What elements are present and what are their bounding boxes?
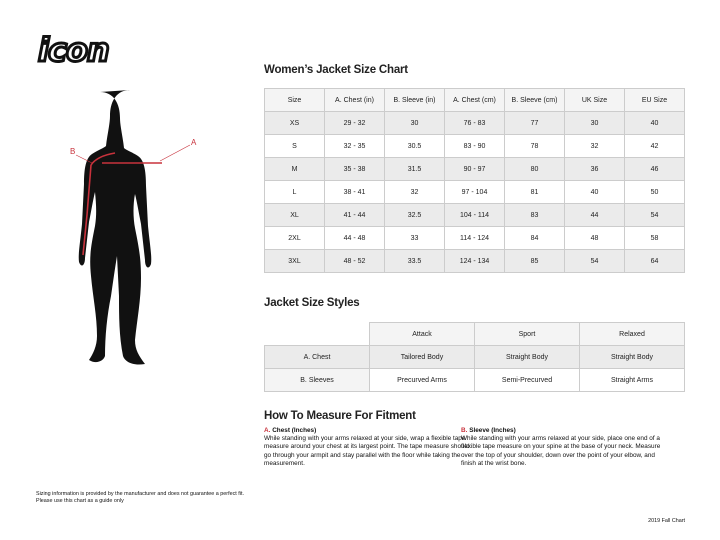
table-cell: 44 - 48 xyxy=(324,226,385,250)
table-row: A. Chest Tailored Body Straight Body Straig… xyxy=(264,345,685,369)
size-chart-table: Size A. Chest (in) B. Sleeve (in) A. Chest … xyxy=(264,88,685,273)
body-silhouette-figure: B A xyxy=(70,90,197,365)
row-label: A. Chest xyxy=(264,345,370,369)
table-cell: 81 xyxy=(504,180,565,204)
table-cell: 83 xyxy=(504,203,565,227)
table-cell: 36 xyxy=(564,157,625,181)
table-cell: 77 xyxy=(504,111,565,135)
column-header: A. Chest (in) xyxy=(324,88,385,112)
chest-instructions: A. Chest (Inches) While standing with yo… xyxy=(264,427,470,467)
table-cell: Semi-Precurved xyxy=(474,368,580,392)
table-cell: 76 - 83 xyxy=(444,111,505,135)
column-header: Size xyxy=(264,88,325,112)
table-row: 2XL 44 - 48 33 114 - 124 84 48 58 xyxy=(264,226,685,250)
table-cell: Tailored Body xyxy=(369,345,475,369)
table-cell: 104 - 114 xyxy=(444,203,505,227)
table-cell: M xyxy=(264,157,325,181)
table-cell: 58 xyxy=(624,226,685,250)
table-cell: 114 - 124 xyxy=(444,226,505,250)
table-cell: 48 xyxy=(564,226,625,250)
table-cell: 33.5 xyxy=(384,249,445,273)
measure-title: How To Measure For Fitment xyxy=(264,410,416,422)
table-cell: 35 - 38 xyxy=(324,157,385,181)
table-cell: Straight Body xyxy=(579,345,685,369)
label-b: B xyxy=(70,147,75,156)
table-cell: 83 - 90 xyxy=(444,134,505,158)
table-cell: 64 xyxy=(624,249,685,273)
table-cell: 46 xyxy=(624,157,685,181)
table-cell: 38 - 41 xyxy=(324,180,385,204)
table-cell: 3XL xyxy=(264,249,325,273)
table-cell: 42 xyxy=(624,134,685,158)
table-cell: 80 xyxy=(504,157,565,181)
table-cell: 32 xyxy=(384,180,445,204)
table-cell: S xyxy=(264,134,325,158)
table-cell: 78 xyxy=(504,134,565,158)
table-cell: 97 - 104 xyxy=(444,180,505,204)
row-label: B. Sleeves xyxy=(264,368,370,392)
table-row: L 38 - 41 32 97 - 104 81 40 50 xyxy=(264,180,685,204)
table-row: XS 29 - 32 30 76 - 83 77 30 40 xyxy=(264,111,685,135)
table-cell: Straight Body xyxy=(474,345,580,369)
table-cell: 2XL xyxy=(264,226,325,250)
table-cell: L xyxy=(264,180,325,204)
table-cell: Precurved Arms xyxy=(369,368,475,392)
column-header: B. Sleeve (cm) xyxy=(504,88,565,112)
table-cell: 41 - 44 xyxy=(324,203,385,227)
table-cell: 50 xyxy=(624,180,685,204)
table-row: M 35 - 38 31.5 90 - 97 80 36 46 xyxy=(264,157,685,181)
style-header: Sport xyxy=(474,322,580,346)
style-header: Relaxed xyxy=(579,322,685,346)
table-row: XL 41 - 44 32.5 104 - 114 83 44 54 xyxy=(264,203,685,227)
table-cell: 124 - 134 xyxy=(444,249,505,273)
table-cell: Straight Arms xyxy=(579,368,685,392)
svg-text:icon: icon xyxy=(38,34,109,66)
table-cell: 54 xyxy=(564,249,625,273)
label-a: A xyxy=(191,138,197,147)
blank-cell xyxy=(265,323,370,346)
table-row: S 32 - 35 30.5 83 - 90 78 32 42 xyxy=(264,134,685,158)
table-row: B. Sleeves Precurved Arms Semi-Precurved St… xyxy=(264,368,685,392)
table-cell: 30.5 xyxy=(384,134,445,158)
brand-logo: icon xyxy=(36,30,146,71)
styles-title: Jacket Size Styles xyxy=(264,297,360,309)
table-cell: 84 xyxy=(504,226,565,250)
table-cell: 32 - 35 xyxy=(324,134,385,158)
table-cell: 33 xyxy=(384,226,445,250)
styles-table: Attack Sport Relaxed A. Chest Tailored Body… xyxy=(264,322,685,392)
edition-label: 2019 Fall Chart xyxy=(648,518,685,524)
table-cell: 29 - 32 xyxy=(324,111,385,135)
table-cell: XL xyxy=(264,203,325,227)
table-cell: 32 xyxy=(564,134,625,158)
disclaimer: Sizing information is provided by the ma… xyxy=(36,491,244,504)
table-cell: 31.5 xyxy=(384,157,445,181)
style-header: Attack xyxy=(369,322,475,346)
column-header: B. Sleeve (in) xyxy=(384,88,445,112)
table-cell: 30 xyxy=(564,111,625,135)
sleeve-instructions: B. Sleeve (Inches) While standing with y… xyxy=(461,427,661,467)
table-cell: XS xyxy=(264,111,325,135)
table-cell: 48 - 52 xyxy=(324,249,385,273)
table-cell: 40 xyxy=(564,180,625,204)
table-cell: 40 xyxy=(624,111,685,135)
table-cell: 30 xyxy=(384,111,445,135)
table-row: 3XL 48 - 52 33.5 124 - 134 85 54 64 xyxy=(264,249,685,273)
column-header: EU Size xyxy=(624,88,685,112)
column-header: UK Size xyxy=(564,88,625,112)
table-cell: 85 xyxy=(504,249,565,273)
table-cell: 54 xyxy=(624,203,685,227)
size-chart-title: Women’s Jacket Size Chart xyxy=(264,64,408,76)
table-cell: 90 - 97 xyxy=(444,157,505,181)
column-header: A. Chest (cm) xyxy=(444,88,505,112)
table-cell: 44 xyxy=(564,203,625,227)
table-cell: 32.5 xyxy=(384,203,445,227)
